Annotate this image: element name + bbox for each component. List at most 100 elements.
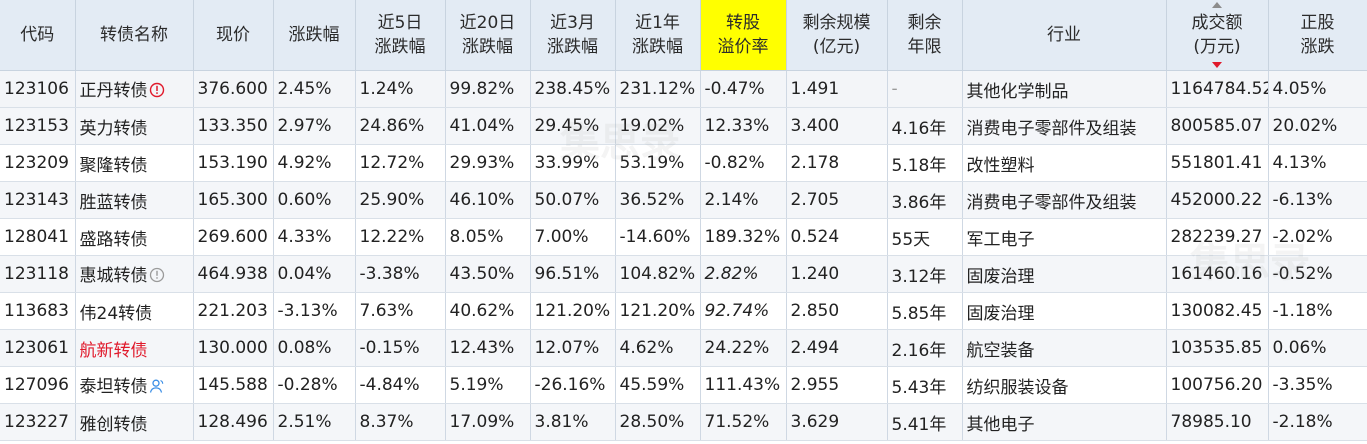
table-row[interactable]: 128041 盛路转债 269.600 4.33% 12.22% 8.05% 7.00% -1… [0,218,1367,256]
turnover-cell: 800585.07 [1166,107,1269,145]
change-1y-cell: 45.59% [615,366,701,404]
remaining-size-cell: 2.705 [786,181,888,219]
bond-name[interactable]: 英力转债 [79,118,148,139]
premium-cell: -0.47% [700,70,787,108]
industry-cell: 纺织服装设备 [962,366,1167,404]
col-header-turnover[interactable]: 成交额 (万元) [1166,0,1269,71]
bond-code-link[interactable]: 128041 [0,218,76,256]
stock-change-cell: -1.18% [1268,292,1367,330]
industry-cell: 改性塑料 [962,144,1167,182]
bond-name[interactable]: 雅创转债 [79,414,148,435]
remaining-term-cell: 4.16年 [887,107,963,145]
remaining-term-cell: 3.12年 [887,255,963,293]
bond-name-cell[interactable]: 英力转债 [75,107,194,145]
price-cell: 269.600 [193,218,274,256]
sort-descending-icon[interactable] [1212,62,1222,68]
col-header-code[interactable]: 代码 [0,0,76,71]
turnover-cell: 130082.45 [1166,292,1269,330]
table-row[interactable]: 123209 聚隆转债 153.190 4.92% 12.72% 29.93% 33.99%… [0,144,1367,182]
bond-name[interactable]: 航新转债 [79,340,148,361]
bond-name[interactable]: 盛路转债 [79,229,148,250]
col-header-premium[interactable]: 转股 溢价率 [700,0,787,71]
warning-icon [149,82,165,103]
bond-name-cell[interactable]: 聚隆转债 [75,144,194,182]
change-3m-cell: 29.45% [530,107,616,145]
bond-code-link[interactable]: 123106 [0,70,76,108]
bond-name[interactable]: 聚隆转债 [79,155,148,176]
price-cell: 165.300 [193,181,274,219]
table-row[interactable]: 127096 泰坦转债 145.588 -0.28% -4.84% 5.19% -26.16… [0,366,1367,404]
change-5d-cell: 7.63% [355,292,446,330]
bond-name-cell[interactable]: 胜蓝转债 [75,181,194,219]
change-3m-cell: 7.00% [530,218,616,256]
col-header-stock-change[interactable]: 正股 涨跌 [1268,0,1367,71]
turnover-cell: 161460.16 [1166,255,1269,293]
stock-change-cell: -0.52% [1268,255,1367,293]
industry-cell: 固废治理 [962,255,1167,293]
table-row[interactable]: 123118 惠城转债 464.938 0.04% -3.38% 43.50% 96.51%… [0,255,1367,293]
change-20d-cell: 41.04% [445,107,531,145]
bond-code-link[interactable]: 123227 [0,403,76,441]
table-row[interactable]: 123153 英力转债 133.350 2.97% 24.86% 41.04% 29.45%… [0,107,1367,145]
col-header-remaining-term[interactable]: 剩余 年限 [887,0,963,71]
table-row[interactable]: 123227 雅创转债 128.496 2.51% 8.37% 17.09% 3.81% 28… [0,403,1367,441]
bond-code-link[interactable]: 113683 [0,292,76,330]
col-header-change-1y[interactable]: 近1年 涨跌幅 [615,0,701,71]
remaining-term-cell: 3.86年 [887,181,963,219]
remaining-term-cell: 5.85年 [887,292,963,330]
bond-name[interactable]: 泰坦转债 [79,376,148,397]
industry-cell: 航空装备 [962,329,1167,367]
bond-code-link[interactable]: 123209 [0,144,76,182]
col-header-industry[interactable]: 行业 [962,0,1167,71]
bond-name-cell[interactable]: 航新转债 [75,329,194,367]
bond-name-cell[interactable]: 盛路转债 [75,218,194,256]
bond-name[interactable]: 正丹转债 [79,80,148,101]
turnover-cell: 78985.10 [1166,403,1269,441]
col-header-change-5d[interactable]: 近5日 涨跌幅 [355,0,446,71]
bond-code-link[interactable]: 123061 [0,329,76,367]
premium-cell: 92.74% [700,292,787,330]
bond-name-cell[interactable]: 雅创转债 [75,403,194,441]
stock-change-cell: 0.06% [1268,329,1367,367]
table-row[interactable]: 123143 胜蓝转债 165.300 0.60% 25.90% 46.10% 50.07%… [0,181,1367,219]
change-cell: 2.97% [273,107,356,145]
bond-name-cell[interactable]: 惠城转债 [75,255,194,293]
change-5d-cell: -0.15% [355,329,446,367]
col-header-change-3m[interactable]: 近3月 涨跌幅 [530,0,616,71]
info-icon [149,267,165,288]
remaining-term-cell: 55天 [887,218,963,256]
sort-ascending-icon[interactable] [1212,2,1222,8]
bond-code-link[interactable]: 123143 [0,181,76,219]
change-20d-cell: 40.62% [445,292,531,330]
industry-cell: 军工电子 [962,218,1167,256]
remaining-size-cell: 2.494 [786,329,888,367]
bond-code-link[interactable]: 127096 [0,366,76,404]
stock-change-cell: 20.02% [1268,107,1367,145]
col-header-remaining-size[interactable]: 剩余规模 (亿元) [786,0,888,71]
col-header-change[interactable]: 涨跌幅 [273,0,356,71]
bond-code-link[interactable]: 123153 [0,107,76,145]
turnover-cell: 1164784.52 [1166,70,1269,108]
change-1y-cell: 121.20% [615,292,701,330]
col-header-name[interactable]: 转债名称 [75,0,194,71]
bond-code-link[interactable]: 123118 [0,255,76,293]
table-body: 123106 正丹转债 376.600 2.45% 1.24% 99.82% 238.45%… [0,70,1367,441]
remaining-size-cell: 1.240 [786,255,888,293]
price-cell: 153.190 [193,144,274,182]
bond-name-cell[interactable]: 正丹转债 [75,70,194,108]
table-row[interactable]: 123106 正丹转债 376.600 2.45% 1.24% 99.82% 238.45%… [0,70,1367,108]
bond-name-cell[interactable]: 泰坦转债 [75,366,194,404]
remaining-size-cell: 2.955 [786,366,888,404]
col-header-change-20d[interactable]: 近20日 涨跌幅 [445,0,531,71]
bond-name[interactable]: 伟24转债 [79,303,153,324]
bond-name[interactable]: 胜蓝转债 [79,192,148,213]
industry-cell: 固废治理 [962,292,1167,330]
bond-name[interactable]: 惠城转债 [79,265,148,286]
table-row[interactable]: 113683 伟24转债 221.203 -3.13% 7.63% 40.62% 121.2… [0,292,1367,330]
change-3m-cell: -26.16% [530,366,616,404]
change-5d-cell: 24.86% [355,107,446,145]
table-row[interactable]: 123061 航新转债 130.000 0.08% -0.15% 12.43% 12.07%… [0,329,1367,367]
change-20d-cell: 99.82% [445,70,531,108]
col-header-price[interactable]: 现价 [193,0,274,71]
bond-name-cell[interactable]: 伟24转债 [75,292,194,330]
